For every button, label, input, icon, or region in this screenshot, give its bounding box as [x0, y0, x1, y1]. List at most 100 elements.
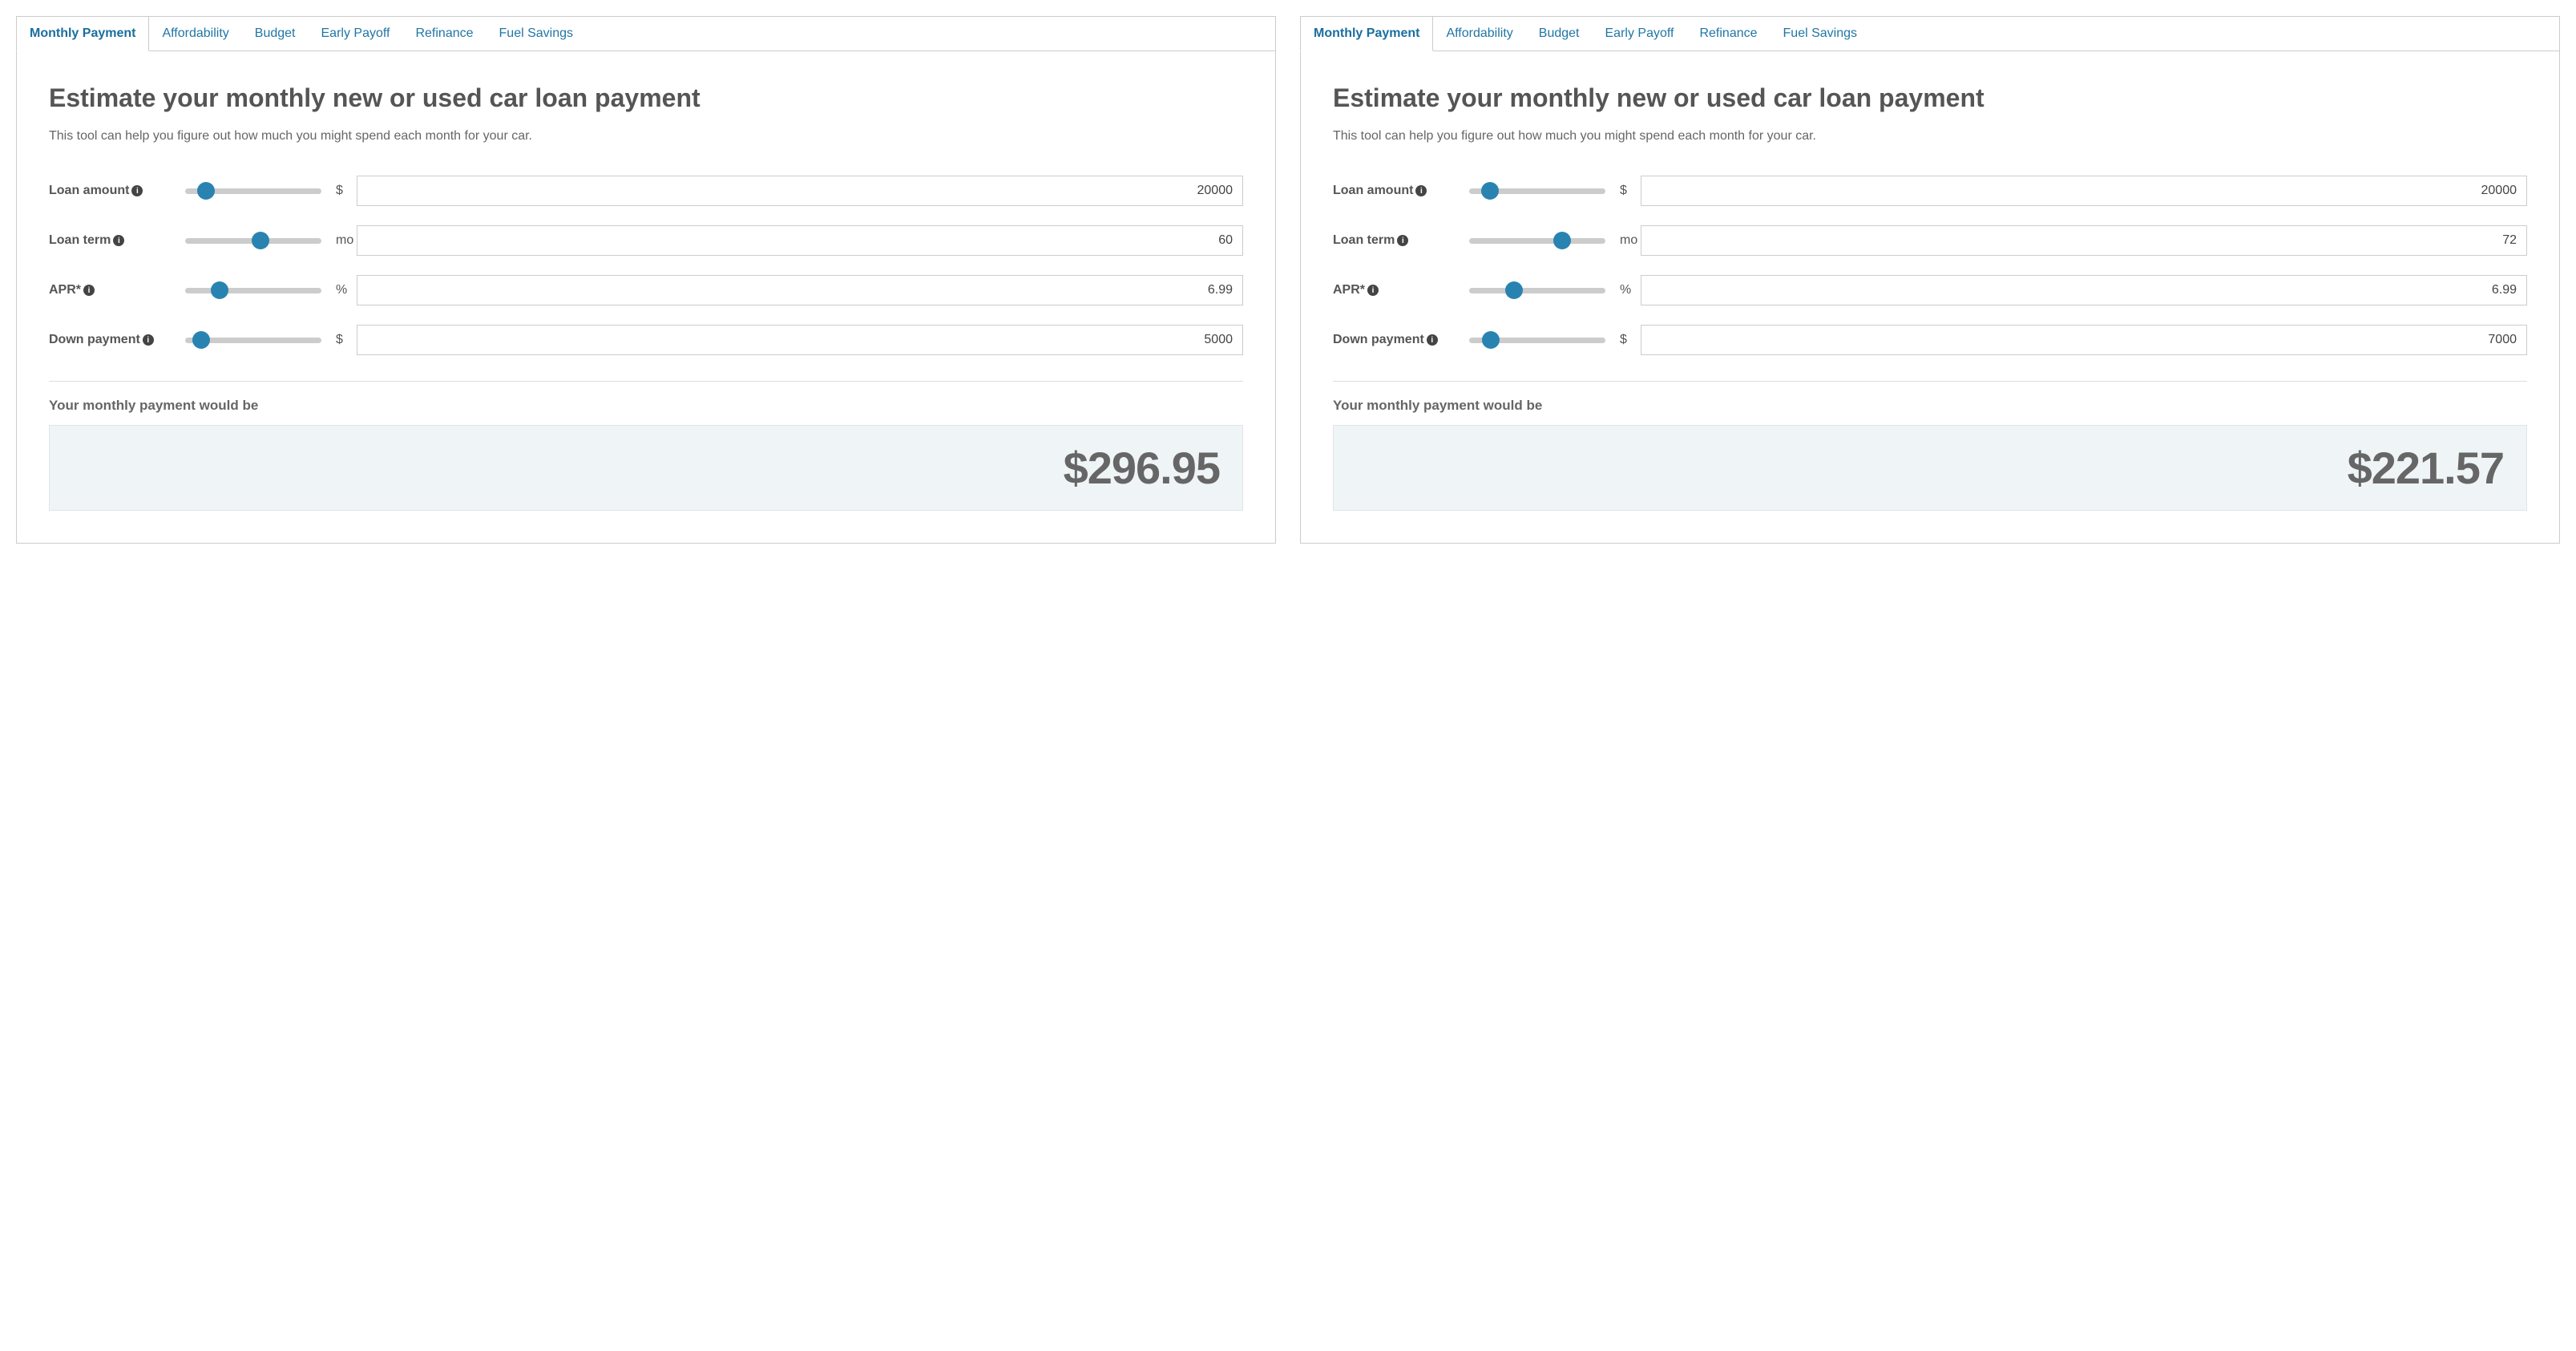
row-apr: APR*i%	[49, 265, 1243, 315]
loan-amount-label-text: Loan amount	[49, 184, 129, 198]
monthly-payment-value: $296.95	[1064, 443, 1220, 493]
info-icon[interactable]: i	[143, 334, 154, 346]
slider-thumb[interactable]	[1505, 281, 1523, 299]
tab-refinance[interactable]: Refinance	[402, 17, 486, 51]
down-payment-label: Down paymenti	[49, 333, 185, 347]
slider-track	[185, 238, 321, 244]
loan-amount-label-text: Loan amount	[1333, 184, 1413, 198]
apr-unit: %	[1605, 283, 1641, 297]
loan-term-input[interactable]	[1641, 225, 2527, 256]
info-icon[interactable]: i	[1415, 185, 1427, 196]
row-loan-term: Loan termimo	[1333, 216, 2527, 265]
slider-track	[185, 338, 321, 343]
tab-refinance[interactable]: Refinance	[1686, 17, 1770, 51]
down-payment-slider[interactable]	[185, 338, 321, 343]
tab-monthly-payment[interactable]: Monthly Payment	[16, 16, 149, 51]
loan-term-label-text: Loan term	[49, 233, 111, 248]
row-loan-amount: Loan amounti $	[49, 166, 1243, 216]
apr-input[interactable]	[1641, 275, 2527, 305]
loan-term-unit: mo	[321, 233, 357, 248]
row-down-payment: Down paymenti $	[49, 315, 1243, 365]
comparison-container: Monthly PaymentAffordabilityBudgetEarly …	[16, 16, 2560, 544]
calculator-panel: Monthly PaymentAffordabilityBudgetEarly …	[16, 16, 1276, 544]
down-payment-label-text: Down payment	[1333, 333, 1424, 347]
info-icon[interactable]: i	[131, 185, 143, 196]
apr-unit: %	[321, 283, 357, 297]
slider-track	[185, 288, 321, 293]
info-icon[interactable]: i	[113, 235, 124, 246]
apr-label-text: APR*	[49, 283, 81, 297]
down-payment-unit: $	[1605, 333, 1641, 347]
subtitle: This tool can help you figure out how mu…	[1333, 127, 2527, 145]
apr-input[interactable]	[357, 275, 1243, 305]
row-down-payment: Down paymenti $	[1333, 315, 2527, 365]
panel-body: Estimate your monthly new or used car lo…	[17, 51, 1275, 543]
loan-term-label: Loan termi	[1333, 233, 1469, 248]
loan-amount-slider[interactable]	[1469, 188, 1605, 194]
down-payment-label-text: Down payment	[49, 333, 140, 347]
tab-early-payoff[interactable]: Early Payoff	[309, 17, 403, 51]
tab-affordability[interactable]: Affordability	[149, 17, 241, 51]
apr-label: APR*i	[1333, 283, 1469, 297]
tabs: Monthly PaymentAffordabilityBudgetEarly …	[16, 16, 1276, 51]
slider-track	[185, 188, 321, 194]
result-box: $221.57	[1333, 425, 2527, 511]
apr-slider[interactable]	[1469, 288, 1605, 293]
loan-amount-label: Loan amounti	[1333, 184, 1469, 198]
down-payment-input[interactable]	[357, 325, 1243, 355]
panel-body: Estimate your monthly new or used car lo…	[1301, 51, 2559, 543]
tab-monthly-payment[interactable]: Monthly Payment	[1300, 16, 1433, 51]
divider	[1333, 381, 2527, 382]
monthly-payment-value: $221.57	[2348, 443, 2504, 493]
loan-amount-input[interactable]	[1641, 176, 2527, 206]
loan-amount-label: Loan amounti	[49, 184, 185, 198]
loan-term-slider[interactable]	[1469, 238, 1605, 244]
slider-track	[1469, 238, 1605, 244]
apr-label-text: APR*	[1333, 283, 1365, 297]
tab-early-payoff[interactable]: Early Payoff	[1593, 17, 1687, 51]
info-icon[interactable]: i	[1367, 285, 1379, 296]
tabs: Monthly PaymentAffordabilityBudgetEarly …	[1300, 16, 2560, 51]
slider-thumb[interactable]	[252, 232, 269, 249]
loan-amount-slider[interactable]	[185, 188, 321, 194]
row-loan-term: Loan termi mo	[49, 216, 1243, 265]
apr-slider[interactable]	[185, 288, 321, 293]
slider-track	[1469, 188, 1605, 194]
tab-affordability[interactable]: Affordability	[1433, 17, 1525, 51]
calculator-panel: Monthly PaymentAffordabilityBudgetEarly …	[1300, 16, 2560, 544]
apr-label: APR*i	[49, 283, 185, 297]
loan-term-input[interactable]	[357, 225, 1243, 256]
down-payment-input[interactable]	[1641, 325, 2527, 355]
loan-amount-input[interactable]	[357, 176, 1243, 206]
loan-term-slider[interactable]	[185, 238, 321, 244]
info-icon[interactable]: i	[83, 285, 95, 296]
slider-track	[1469, 288, 1605, 293]
slider-thumb[interactable]	[1481, 182, 1499, 200]
row-apr: APR*i%	[1333, 265, 2527, 315]
result-label: Your monthly payment would be	[1333, 398, 2527, 414]
page-title: Estimate your monthly new or used car lo…	[49, 83, 1243, 113]
result-box: $296.95	[49, 425, 1243, 511]
slider-thumb[interactable]	[211, 281, 228, 299]
tab-fuel-savings[interactable]: Fuel Savings	[487, 17, 587, 51]
loan-amount-unit: $	[1605, 184, 1641, 198]
down-payment-unit: $	[321, 333, 357, 347]
loan-term-label: Loan termi	[49, 233, 185, 248]
tab-fuel-savings[interactable]: Fuel Savings	[1770, 17, 1871, 51]
down-payment-slider[interactable]	[1469, 338, 1605, 343]
info-icon[interactable]: i	[1397, 235, 1408, 246]
slider-thumb[interactable]	[1553, 232, 1571, 249]
slider-thumb[interactable]	[1482, 331, 1500, 349]
result-label: Your monthly payment would be	[49, 398, 1243, 414]
slider-thumb[interactable]	[192, 331, 210, 349]
info-icon[interactable]: i	[1427, 334, 1438, 346]
slider-thumb[interactable]	[197, 182, 215, 200]
tab-budget[interactable]: Budget	[1526, 17, 1593, 51]
loan-term-label-text: Loan term	[1333, 233, 1395, 248]
row-loan-amount: Loan amounti $	[1333, 166, 2527, 216]
divider	[49, 381, 1243, 382]
page-title: Estimate your monthly new or used car lo…	[1333, 83, 2527, 113]
subtitle: This tool can help you figure out how mu…	[49, 127, 1243, 145]
loan-amount-unit: $	[321, 184, 357, 198]
tab-budget[interactable]: Budget	[242, 17, 309, 51]
